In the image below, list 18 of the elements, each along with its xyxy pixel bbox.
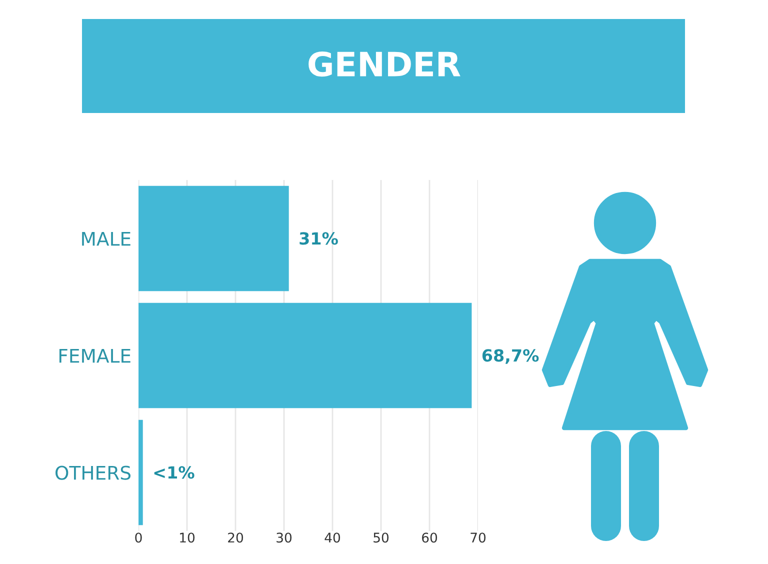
data-label: <1% bbox=[154, 466, 194, 479]
y-tick-label: FEMALE bbox=[59, 348, 130, 363]
data-label: 68,7% bbox=[482, 349, 539, 364]
x-tick-label: 20 bbox=[228, 532, 244, 543]
x-tick-label: 50 bbox=[374, 532, 389, 543]
bar bbox=[138, 420, 143, 526]
bar bbox=[138, 186, 289, 292]
x-tick-label: 0 bbox=[135, 532, 142, 543]
data-label: 31% bbox=[300, 232, 338, 245]
x-tick-label: 40 bbox=[324, 532, 340, 543]
chart-title: GENDER bbox=[308, 51, 460, 77]
x-tick-label: 70 bbox=[470, 532, 486, 543]
x-tick-label: 10 bbox=[180, 532, 195, 543]
y-tick-label: OTHERS bbox=[56, 466, 131, 480]
x-tick-label: 30 bbox=[276, 532, 292, 543]
y-tick-label: MALE bbox=[82, 232, 130, 246]
x-tick-label: 60 bbox=[422, 532, 438, 543]
bar bbox=[138, 302, 472, 408]
